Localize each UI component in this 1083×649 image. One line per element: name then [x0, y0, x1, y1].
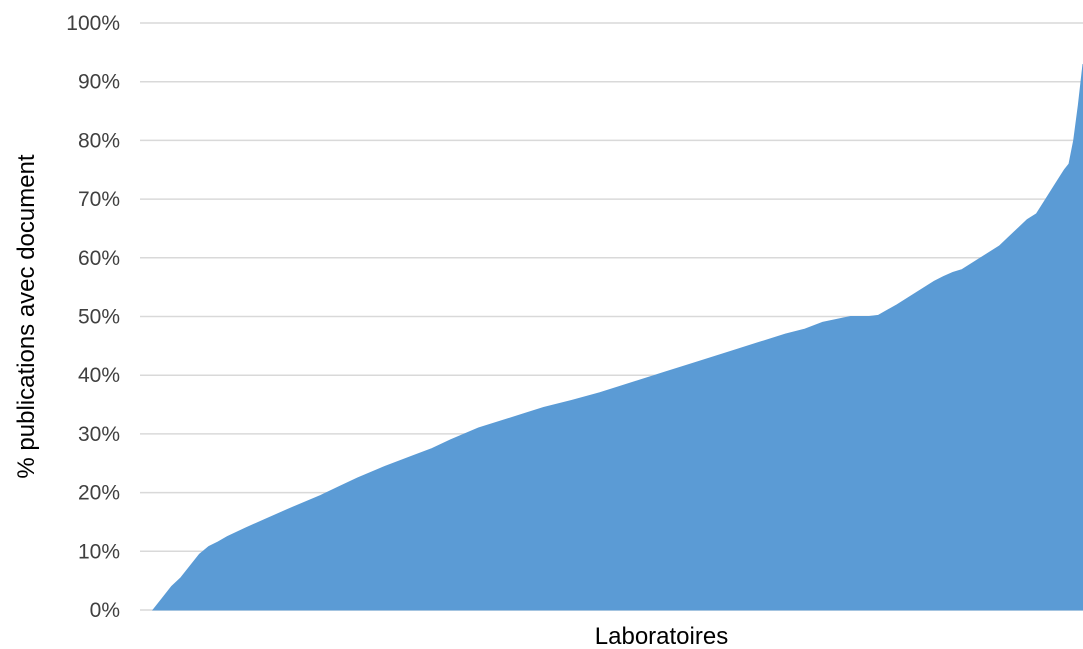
y-tick-label: 100%: [66, 12, 120, 35]
y-tick-label: 0%: [90, 599, 120, 622]
y-tick-label: 50%: [78, 306, 120, 329]
area-layer: [151, 64, 1083, 611]
y-tick-label: 40%: [78, 364, 120, 387]
y-axis-label: % publications avec document: [13, 154, 40, 479]
y-tick-label: 10%: [78, 540, 120, 563]
y-tick-label: 60%: [78, 247, 120, 270]
area-series: [151, 64, 1083, 611]
x-axis-label: Laboratoires: [595, 623, 728, 649]
y-tick-label: 20%: [78, 482, 120, 505]
y-tick-label: 70%: [78, 188, 120, 211]
y-tick-label: 80%: [78, 129, 120, 152]
y-tick-label: 90%: [78, 71, 120, 94]
y-tick-layer: 0% 10% 20% 30% 40% 50% 60% 70% 80% 90% 100%: [66, 12, 120, 622]
y-tick-label: 30%: [78, 423, 120, 446]
